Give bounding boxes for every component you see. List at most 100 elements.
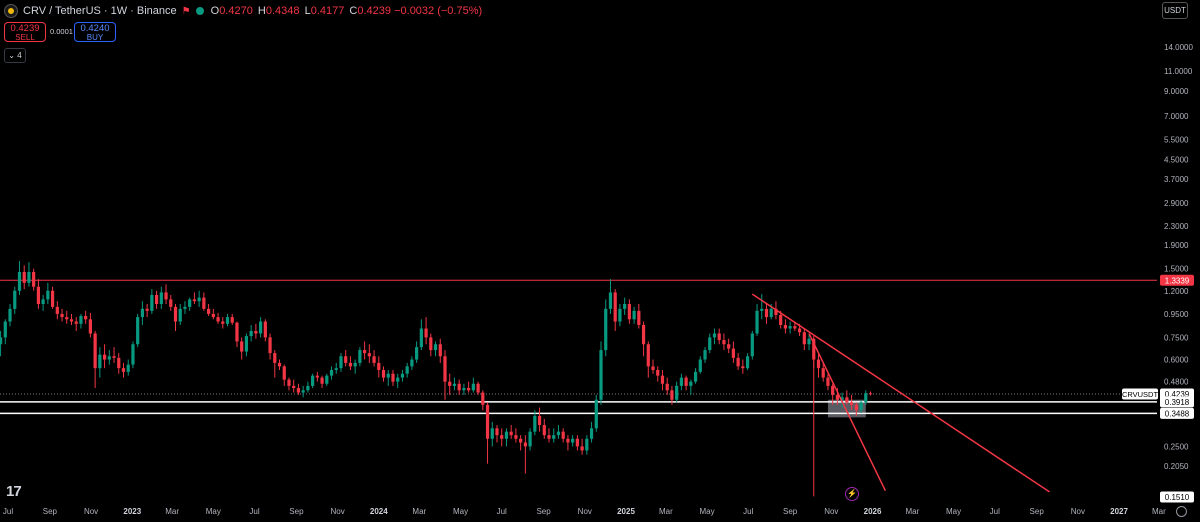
candle <box>249 330 253 337</box>
candle <box>8 308 12 322</box>
candle <box>367 353 371 357</box>
candle <box>646 344 650 367</box>
candle <box>608 292 613 309</box>
candle <box>623 304 627 309</box>
price-label-box <box>1160 396 1194 408</box>
y-tick-label: 0.2500 <box>1164 442 1189 451</box>
candle <box>391 373 395 382</box>
candle <box>424 328 428 338</box>
candle <box>192 299 197 302</box>
candle <box>310 375 315 386</box>
candle <box>547 435 551 439</box>
candle <box>769 308 773 318</box>
candle <box>353 362 357 367</box>
candle <box>641 324 646 345</box>
candle <box>722 340 726 345</box>
candle <box>329 369 334 376</box>
y-tick-label: 11.0000 <box>1164 67 1193 76</box>
candle <box>679 377 683 386</box>
candle <box>485 404 490 439</box>
candle <box>107 356 111 360</box>
candle <box>419 328 423 348</box>
indicators-toggle[interactable]: ⌄ 4 <box>4 48 26 63</box>
symbol-title[interactable]: CRV / TetherUS · 1W · Binance <box>23 5 177 17</box>
x-tick-label: Nov <box>1071 507 1085 516</box>
candle <box>173 306 178 322</box>
candle <box>665 383 669 391</box>
candle <box>235 322 239 342</box>
candle <box>17 271 22 291</box>
candle <box>348 362 353 367</box>
y-tick-label: 14.0000 <box>1164 43 1193 52</box>
candle <box>433 344 438 351</box>
candle <box>126 364 130 372</box>
candle <box>74 321 78 324</box>
candle <box>495 428 499 436</box>
symbol-tag-box <box>1122 388 1158 400</box>
candle <box>159 292 163 305</box>
candle <box>277 362 282 367</box>
y-tick-label: 0.7500 <box>1164 333 1189 342</box>
candle <box>774 308 778 315</box>
candle <box>788 326 792 329</box>
candle <box>826 377 830 386</box>
x-tick-label: Mar <box>659 507 673 516</box>
x-tick-label: 2025 <box>617 507 635 516</box>
x-tick-label: Nov <box>824 507 838 516</box>
candle <box>457 383 461 391</box>
candle <box>381 369 386 378</box>
x-tick-label: Sep <box>783 507 798 516</box>
candle <box>514 435 518 439</box>
candle <box>537 415 542 426</box>
currency-button[interactable]: USDT <box>1162 2 1188 19</box>
candle <box>415 347 419 360</box>
candle <box>55 306 59 314</box>
candle <box>296 388 301 393</box>
candle <box>50 290 55 307</box>
x-tick-label: Nov <box>84 507 98 516</box>
candle <box>764 308 769 318</box>
flash-icon[interactable]: ⚡ <box>845 487 859 501</box>
candle <box>864 393 868 403</box>
candle <box>816 359 821 369</box>
candle <box>405 366 409 374</box>
candle <box>831 385 835 395</box>
candle <box>637 310 641 325</box>
candle <box>60 313 64 318</box>
x-tick-label: 2023 <box>123 507 141 516</box>
candle <box>594 399 598 429</box>
buy-button[interactable]: 0.4240 BUY <box>74 22 116 42</box>
candle <box>273 353 277 363</box>
candle <box>717 333 721 341</box>
candle <box>675 385 679 400</box>
candle <box>727 344 731 349</box>
candle <box>396 377 400 382</box>
y-tick-label: 2.9000 <box>1164 199 1189 208</box>
candle <box>169 299 173 307</box>
x-tick-label: Jul <box>497 507 507 516</box>
candle <box>859 402 863 411</box>
candle <box>206 308 211 314</box>
gear-icon[interactable] <box>1176 506 1187 517</box>
x-tick-label: Mar <box>412 507 426 516</box>
candle <box>254 330 258 334</box>
flag-icon[interactable]: ⚑ <box>181 5 191 17</box>
candle <box>835 394 840 400</box>
x-tick-label: Mar <box>165 507 179 516</box>
candle <box>183 306 187 309</box>
candle <box>358 350 362 363</box>
candle <box>230 317 234 323</box>
buy-price: 0.4240 <box>80 23 110 34</box>
symbol-header: CRV / TetherUS · 1W · Binance ⚑ O0.4270 … <box>4 3 482 19</box>
candle <box>490 428 494 439</box>
buy-label: BUY <box>86 33 104 42</box>
candle <box>821 368 825 378</box>
sell-button[interactable]: 0.4239 SELL <box>4 22 46 42</box>
y-tick-label: 1.5000 <box>1164 265 1189 274</box>
candle <box>216 317 220 322</box>
y-tick-label: 4.5000 <box>1164 156 1189 165</box>
tradingview-logo-icon[interactable]: 17 <box>6 483 22 500</box>
candle <box>585 438 589 451</box>
candle <box>627 304 631 320</box>
